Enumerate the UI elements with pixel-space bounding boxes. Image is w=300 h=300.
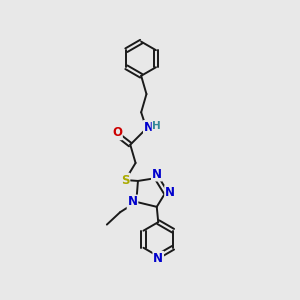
Text: N: N — [128, 195, 137, 208]
Text: H: H — [152, 121, 161, 130]
Text: O: O — [112, 126, 122, 140]
Text: N: N — [153, 252, 163, 265]
Text: S: S — [121, 173, 130, 187]
Text: N: N — [165, 186, 175, 199]
Text: N: N — [152, 168, 162, 181]
Text: N: N — [144, 121, 154, 134]
